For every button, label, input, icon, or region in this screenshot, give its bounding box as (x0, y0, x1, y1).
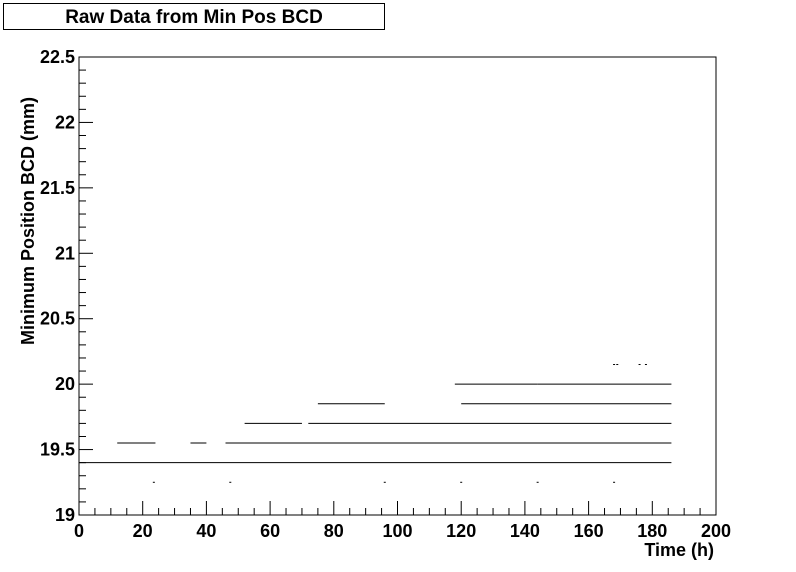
x-tick-label: 120 (446, 521, 476, 541)
x-tick-label: 140 (510, 521, 540, 541)
x-tick-label: 160 (574, 521, 604, 541)
x-tick-label: 100 (382, 521, 412, 541)
x-axis-ticks: 0 20 40 60 80 100 120 140 160 180 200 (74, 501, 731, 541)
data-point (152, 481, 155, 483)
plot-frame (78, 56, 717, 516)
data-point (383, 481, 386, 483)
x-tick-label: 80 (324, 521, 344, 541)
data-point (460, 481, 463, 483)
y-axis-title: Minimum Position BCD (mm) (18, 97, 38, 345)
y-axis-ticks: 19 19.5 20 20.5 21 21.5 22 22.5 (40, 47, 93, 525)
data-point (616, 364, 619, 366)
data-point (229, 481, 232, 483)
y-tick-label: 21 (55, 243, 75, 263)
data-point (638, 364, 641, 366)
data-marks (79, 364, 672, 483)
data-point (644, 364, 647, 366)
x-axis-title: Time (h) (644, 540, 714, 560)
data-point (613, 364, 616, 366)
x-tick-label: 180 (637, 521, 667, 541)
x-tick-label: 60 (260, 521, 280, 541)
x-tick-label: 200 (701, 521, 731, 541)
x-tick-label: 20 (133, 521, 153, 541)
chart-title: Raw Data from Min Pos BCD (3, 3, 385, 30)
y-tick-label: 20.5 (40, 309, 75, 329)
y-tick-label: 21.5 (40, 178, 75, 198)
data-point (536, 481, 539, 483)
y-tick-label: 20 (55, 374, 75, 394)
y-tick-label: 19 (55, 505, 75, 525)
data-point (613, 481, 616, 483)
x-tick-label: 0 (74, 521, 84, 541)
y-tick-label: 19.5 (40, 440, 75, 460)
x-tick-label: 40 (196, 521, 216, 541)
y-tick-label: 22.5 (40, 47, 75, 67)
y-tick-label: 22 (55, 112, 75, 132)
